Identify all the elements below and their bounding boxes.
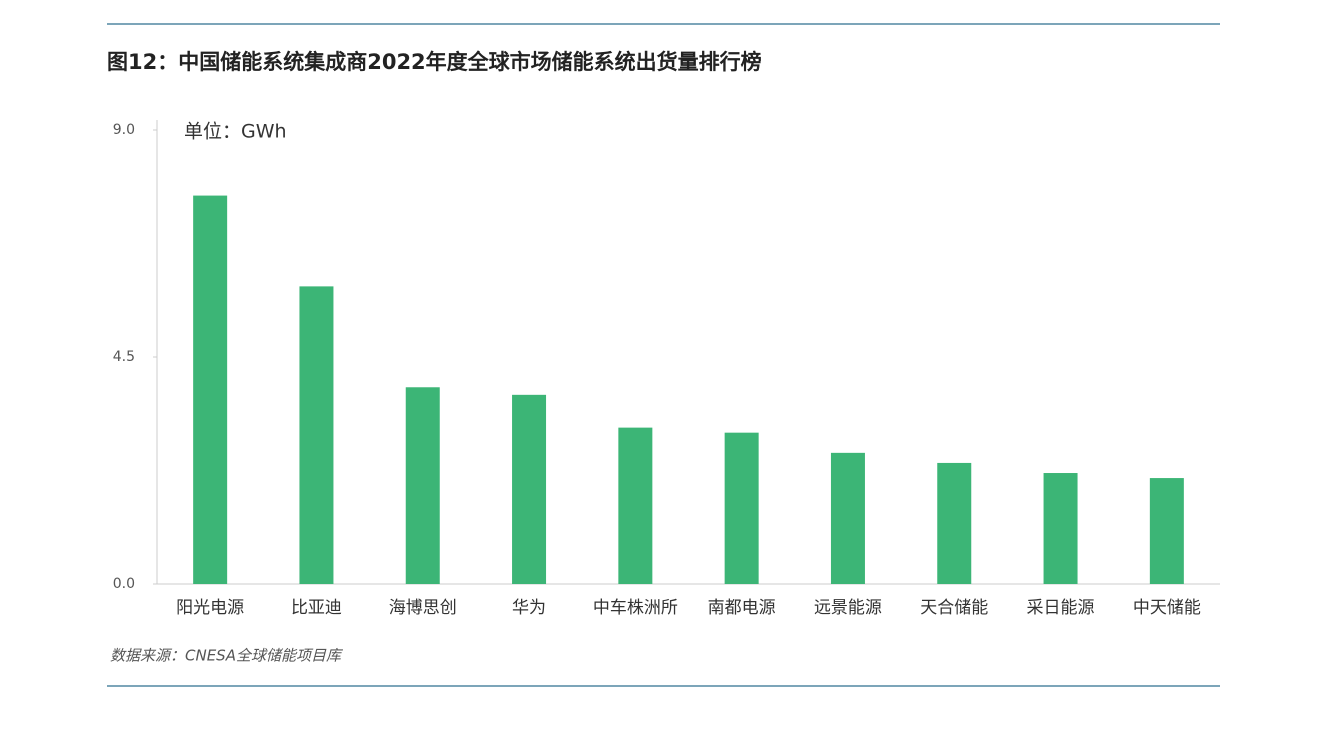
x-tick-label: 远景能源 (814, 598, 882, 618)
y-tick-label: 9.0 (113, 122, 135, 138)
x-tick-label: 天合储能 (920, 598, 988, 618)
chart-title: 图12：中国储能系统集成商2022年度全球市场储能系统出货量排行榜 (107, 50, 762, 74)
x-tick-label: 采日能源 (1027, 598, 1095, 618)
bar (405, 387, 440, 584)
bar (618, 427, 653, 584)
bar (1043, 473, 1078, 584)
x-tick-label: 华为 (512, 598, 546, 618)
bar (937, 462, 972, 584)
y-axis-label: 单位：GWh (184, 121, 287, 143)
bar (299, 286, 334, 584)
y-tick-label: 0.0 (113, 576, 135, 592)
bar (724, 432, 759, 584)
y-tick-label: 4.5 (113, 349, 135, 365)
x-tick-label: 中车株洲所 (593, 598, 678, 618)
bar (512, 394, 547, 584)
bar (830, 452, 865, 584)
x-tick-label: 阳光电源 (176, 598, 244, 618)
x-tick-label: 南都电源 (708, 598, 776, 618)
x-tick-label: 中天储能 (1133, 598, 1201, 618)
x-tick-label: 海博思创 (389, 598, 457, 618)
bar (193, 195, 228, 585)
x-tick-label: 比亚迪 (291, 598, 342, 618)
bar (1149, 478, 1184, 584)
source-note: 数据来源：CNESA全球储能项目库 (110, 647, 344, 665)
